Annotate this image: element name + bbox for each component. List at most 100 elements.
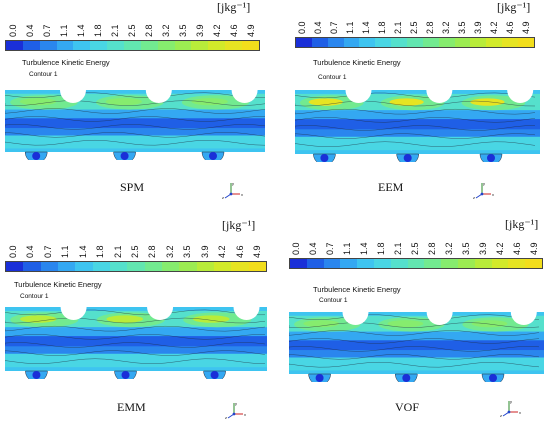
colorbar-swatch <box>109 262 128 271</box>
tke-band <box>289 357 544 371</box>
colorbar-swatch <box>196 262 214 271</box>
tke-hotspot-core <box>303 320 340 328</box>
legend-subtitle: Contour 1 <box>29 71 58 78</box>
panel-vof: [jkg⁻¹] 0.0 0.4 0.7 1.1 1.4 1.8 2.1 2.5 2.8 3.2 3.… <box>275 215 550 430</box>
colorbar <box>5 40 260 51</box>
top-notch <box>145 90 172 103</box>
contour-line <box>5 342 266 348</box>
colorbar-tick-label: 2.1 <box>393 21 403 34</box>
panel-label: VOF <box>395 400 420 414</box>
colorbar-swatch <box>474 259 492 268</box>
colorbar-tick-label: 4.6 <box>228 24 239 37</box>
colorbar-tick-label: 1.1 <box>60 245 71 258</box>
colorbar-swatch <box>157 41 175 50</box>
contour-line <box>5 139 265 146</box>
colorbar-tick-label: 3.5 <box>457 21 467 34</box>
colorbar-tick-label: 2.5 <box>126 24 137 37</box>
axis-z-label: z <box>473 195 475 200</box>
panel-eem: [jkg⁻¹] 0.0 0.4 0.7 1.1 1.4 1.8 2.1 2.5 2.8 3.2 3.… <box>275 0 550 215</box>
top-notch <box>233 307 260 320</box>
contour-line <box>289 338 540 344</box>
unit-label: [jkg⁻¹] <box>222 218 256 232</box>
colorbar-tick-label: 3.2 <box>160 24 171 37</box>
colorbar-tick-label: 1.4 <box>359 242 370 255</box>
legend-subtitle: Contour 1 <box>20 293 49 300</box>
colorbar-tick-label: 2.8 <box>426 242 437 255</box>
colorbar-tick-label: 0.0 <box>297 21 307 34</box>
colorbar-swatch <box>73 41 91 50</box>
colorbar-swatch <box>424 259 442 268</box>
colorbar-tick-label: 3.5 <box>182 245 193 258</box>
colorbar-swatch <box>174 41 192 50</box>
colorbar-swatch <box>56 41 74 50</box>
legend-title: Turbulence Kinetic Energy <box>14 280 102 289</box>
colorbar-tick-label: 4.6 <box>234 245 245 258</box>
colorbar-tick-label: 1.1 <box>342 242 353 255</box>
colorbar-tick-label: 0.7 <box>41 24 52 37</box>
colorbar-tick-label: 0.7 <box>42 245 53 258</box>
colorbar-swatch <box>438 38 455 47</box>
bulb-core <box>402 374 411 382</box>
colorbar-swatch <box>407 38 423 47</box>
panel-emm: [jkg⁻¹] 0.0 0.4 0.7 1.1 1.4 1.8 2.1 2.5 2.8 3.2 3.… <box>0 215 275 430</box>
axis-z-label: z <box>500 413 502 418</box>
tke-band <box>295 110 540 120</box>
colorbar-swatch <box>231 262 249 271</box>
colorbar-tick-label: 1.8 <box>377 21 387 34</box>
colorbar-tick-label: 0.0 <box>7 24 18 37</box>
colorbar-tick-label: 3.5 <box>460 242 471 255</box>
colorbar-swatch <box>441 259 458 268</box>
contour-line <box>5 132 265 138</box>
tke-band <box>289 340 544 351</box>
colorbar-swatch <box>127 262 145 271</box>
colorbar-tick-label: 1.8 <box>95 245 106 258</box>
colorbar-swatch <box>311 38 328 47</box>
legend-title: Turbulence Kinetic Energy <box>313 58 401 67</box>
top-notch <box>426 90 453 103</box>
axis-y-label: y <box>235 401 237 406</box>
colorbar-tick-label: 3.9 <box>194 24 205 37</box>
bulb-core <box>403 154 412 162</box>
tke-hotspot-core <box>471 320 508 328</box>
contour-line <box>5 358 266 364</box>
contour-line <box>295 92 536 99</box>
contour-line <box>289 354 540 360</box>
contour-line <box>5 116 265 122</box>
colorbar-swatch <box>454 38 471 47</box>
axis-origin <box>229 192 233 196</box>
contour-line <box>295 117 536 123</box>
colorbar-tick-label: 0.4 <box>313 21 323 34</box>
colorbar-swatch <box>306 259 324 268</box>
colorbar-swatch <box>179 262 197 271</box>
colorbar-swatch <box>391 38 408 47</box>
tke-band <box>5 346 267 354</box>
tke-hotspot-core <box>19 315 57 323</box>
colorbar-swatch <box>208 41 226 50</box>
axis-x-label: x <box>241 192 243 197</box>
bulb-core <box>120 152 129 160</box>
tke-hotspot-core <box>192 315 230 323</box>
contour-line <box>295 133 536 139</box>
panel-label: SPM <box>120 180 145 194</box>
colorbar-tick-label: 1.4 <box>75 24 86 37</box>
tke-hotspot-core <box>105 98 142 106</box>
legend-subtitle: Contour 1 <box>319 297 348 304</box>
colorbar-swatch <box>225 41 243 50</box>
tke-hotspot-core <box>389 98 424 106</box>
contour-line <box>5 92 265 98</box>
colorbar-tick-label: 0.4 <box>25 245 36 258</box>
top-notch <box>60 90 86 103</box>
colorbar-swatch <box>22 41 40 50</box>
bulb-core <box>32 152 41 160</box>
tke-hotspot-core <box>470 98 505 106</box>
contour-line <box>289 330 540 336</box>
tke-band <box>295 119 540 130</box>
axis-origin <box>232 412 236 416</box>
colorbar-tick-label: 0.0 <box>291 242 302 255</box>
legend-subtitle: Contour 1 <box>318 74 347 81</box>
top-notch <box>147 307 174 320</box>
colorbar-swatch <box>124 41 141 50</box>
colorbar-swatch <box>39 41 57 50</box>
colorbar-tick-label: 3.9 <box>199 245 210 258</box>
colorbar-swatch <box>340 259 358 268</box>
